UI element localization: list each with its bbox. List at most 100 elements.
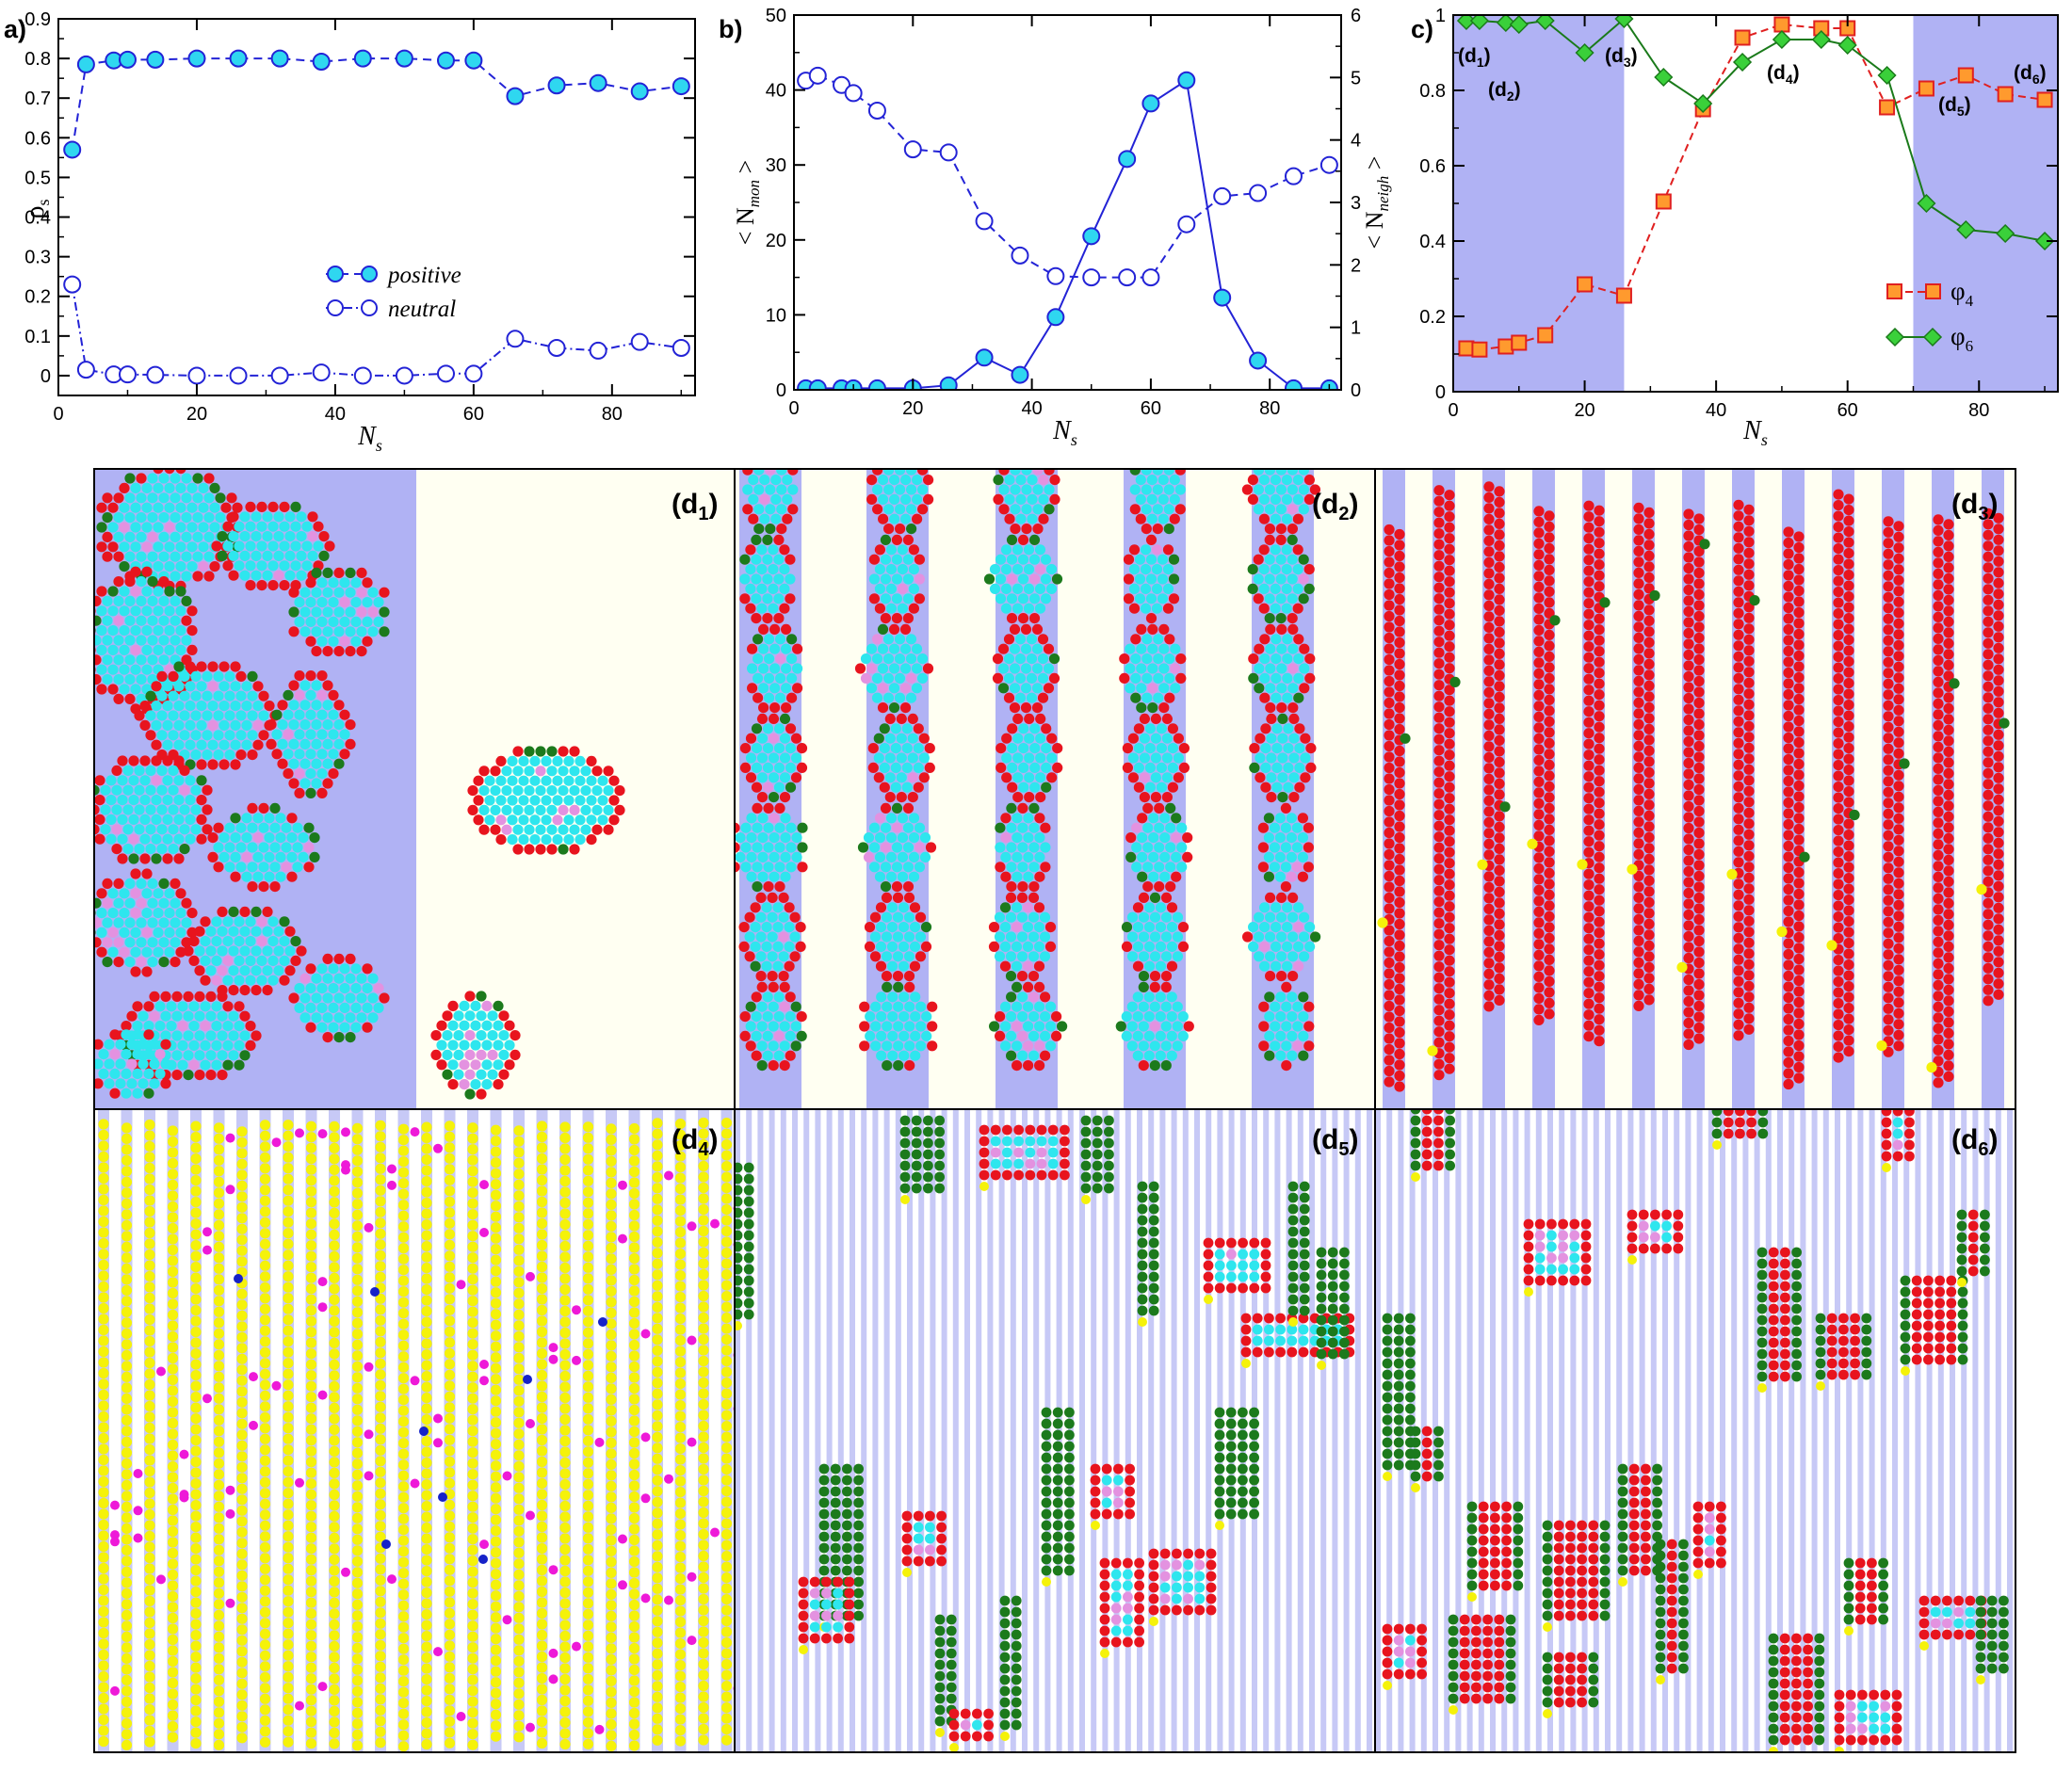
bead (102, 615, 113, 626)
bead (1983, 800, 1994, 812)
bead (1933, 741, 1944, 753)
bead (1983, 952, 1994, 963)
bead (1594, 581, 1605, 592)
bead (219, 759, 230, 770)
bead (1494, 876, 1505, 887)
bead (1483, 719, 1495, 731)
bead (113, 693, 124, 705)
bead (1893, 553, 1904, 564)
bead (1843, 818, 1854, 830)
bead (1032, 524, 1044, 535)
bead (1893, 564, 1904, 575)
bead (188, 955, 200, 966)
bead (897, 583, 909, 595)
bead (1733, 684, 1744, 695)
bead (167, 1688, 179, 1700)
bead (1783, 981, 1794, 992)
bead (1943, 811, 1954, 823)
bead (863, 851, 875, 863)
bead (1444, 814, 1455, 826)
bead (1265, 911, 1276, 923)
bead (269, 881, 281, 893)
bead (258, 862, 269, 873)
bead (905, 634, 917, 645)
bead (1125, 832, 1137, 844)
bead (1733, 943, 1744, 955)
bead (144, 1378, 155, 1391)
bead (569, 766, 580, 777)
bead (236, 1136, 248, 1148)
bead (1147, 702, 1158, 714)
bead (1943, 876, 1954, 888)
bead (1843, 1035, 1854, 1046)
bead (122, 844, 134, 855)
bead (200, 936, 211, 947)
bead (1433, 723, 1445, 734)
bead (797, 822, 808, 833)
bead (507, 755, 518, 767)
bead (1843, 688, 1854, 700)
bead (259, 1120, 271, 1131)
bead (295, 1128, 304, 1138)
bead (1299, 911, 1310, 923)
bead (1833, 955, 1844, 966)
bead (1783, 1078, 1794, 1090)
bead (1793, 953, 1805, 965)
bead (1148, 871, 1159, 882)
x-tick-label: 60 (1141, 398, 1161, 419)
bead (1833, 965, 1844, 976)
bead (1144, 723, 1156, 734)
bead (316, 729, 328, 740)
bead (1683, 540, 1694, 553)
bead (296, 550, 307, 562)
bead (904, 1040, 915, 1052)
bead (138, 1039, 149, 1050)
bead (1300, 752, 1311, 764)
bead (1162, 564, 1174, 575)
bead (1793, 823, 1805, 835)
bead (906, 445, 916, 456)
bead (205, 945, 217, 957)
bead (1303, 822, 1314, 833)
bead (121, 1029, 132, 1040)
bead (504, 1059, 515, 1071)
bead (779, 1040, 790, 1052)
bead (247, 690, 258, 701)
bead (1146, 475, 1157, 486)
bead (317, 1682, 328, 1692)
bead (896, 713, 907, 725)
bead (1633, 957, 1644, 968)
bead (476, 1030, 487, 1041)
bead (94, 804, 100, 815)
bead (909, 941, 921, 953)
bead (138, 1010, 149, 1022)
bead (1394, 940, 1405, 952)
bead (1783, 558, 1794, 571)
bead (765, 504, 776, 515)
bead (1137, 871, 1148, 882)
bead (121, 1512, 133, 1523)
bead (1883, 548, 1894, 559)
bead (1733, 781, 1744, 792)
bead (1444, 500, 1455, 511)
bead (1594, 656, 1605, 668)
bead (779, 564, 790, 575)
bead (283, 1639, 294, 1651)
bead (1292, 603, 1303, 614)
bead (897, 851, 909, 863)
bead (996, 743, 1007, 754)
bead (1161, 792, 1173, 803)
bead (1282, 902, 1293, 913)
bead (1594, 570, 1605, 581)
bead (912, 475, 923, 486)
bead (1783, 765, 1794, 776)
bead (213, 1198, 225, 1209)
bead (886, 922, 898, 933)
bead (524, 804, 535, 816)
bead (755, 931, 767, 943)
bead (305, 1402, 317, 1413)
bead (875, 902, 887, 913)
bead (1444, 1020, 1455, 1031)
bead (350, 1002, 362, 1013)
bead (1444, 911, 1455, 923)
